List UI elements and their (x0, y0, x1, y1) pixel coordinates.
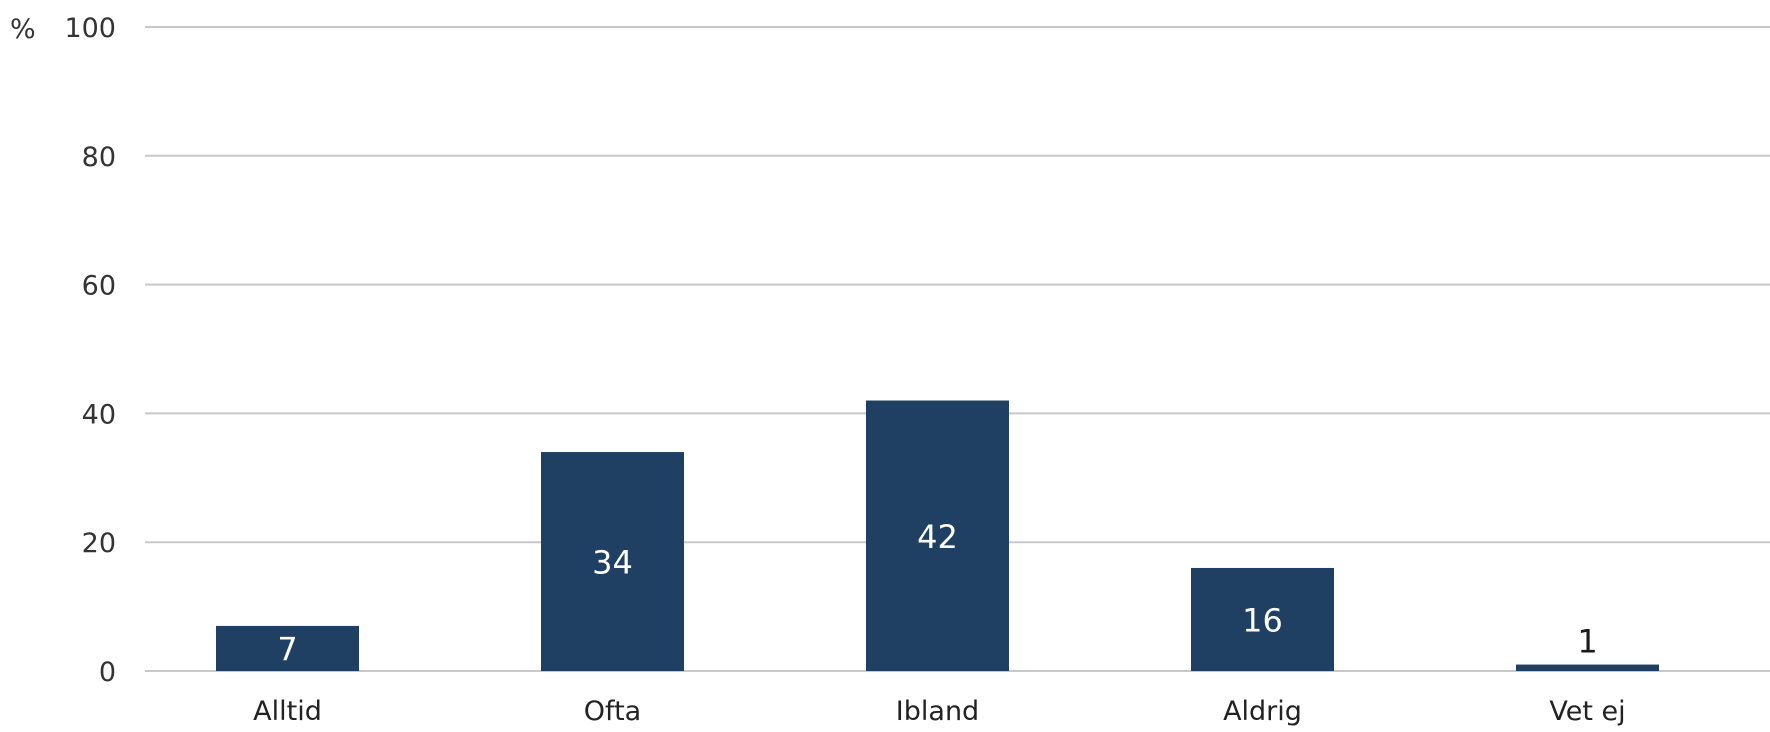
labels: % 0 20 40 60 80 100 7 Alltid 34 Ofta 42 Ibland 16 Ald… (10, 13, 1626, 727)
bar-vet-ej (1516, 664, 1659, 671)
bar-alltid (216, 625, 359, 671)
bars (216, 400, 1659, 671)
x-category-label: Ibland (896, 696, 979, 727)
bar-ibland (866, 400, 1009, 671)
data-label: 34 (592, 544, 633, 582)
data-label: 42 (917, 518, 958, 556)
x-category-label: Aldrig (1223, 696, 1302, 727)
data-label: 16 (1242, 601, 1283, 639)
y-tick-label: 40 (82, 399, 116, 430)
data-label: 7 (277, 630, 297, 668)
x-category-label: Vet ej (1549, 696, 1625, 727)
bar-aldrig (1191, 567, 1334, 671)
y-tick-label: 0 (99, 657, 116, 688)
x-category-label: Ofta (584, 696, 641, 727)
y-tick-label: 60 (82, 271, 116, 302)
y-tick-label: 80 (82, 142, 116, 173)
bar-ofta (541, 452, 684, 671)
x-category-label: Alltid (253, 696, 322, 727)
y-tick-label: 100 (64, 13, 116, 44)
y-tick-label: 20 (82, 528, 116, 559)
data-label: 1 (1577, 623, 1597, 661)
y-axis-unit-label: % (10, 14, 36, 45)
